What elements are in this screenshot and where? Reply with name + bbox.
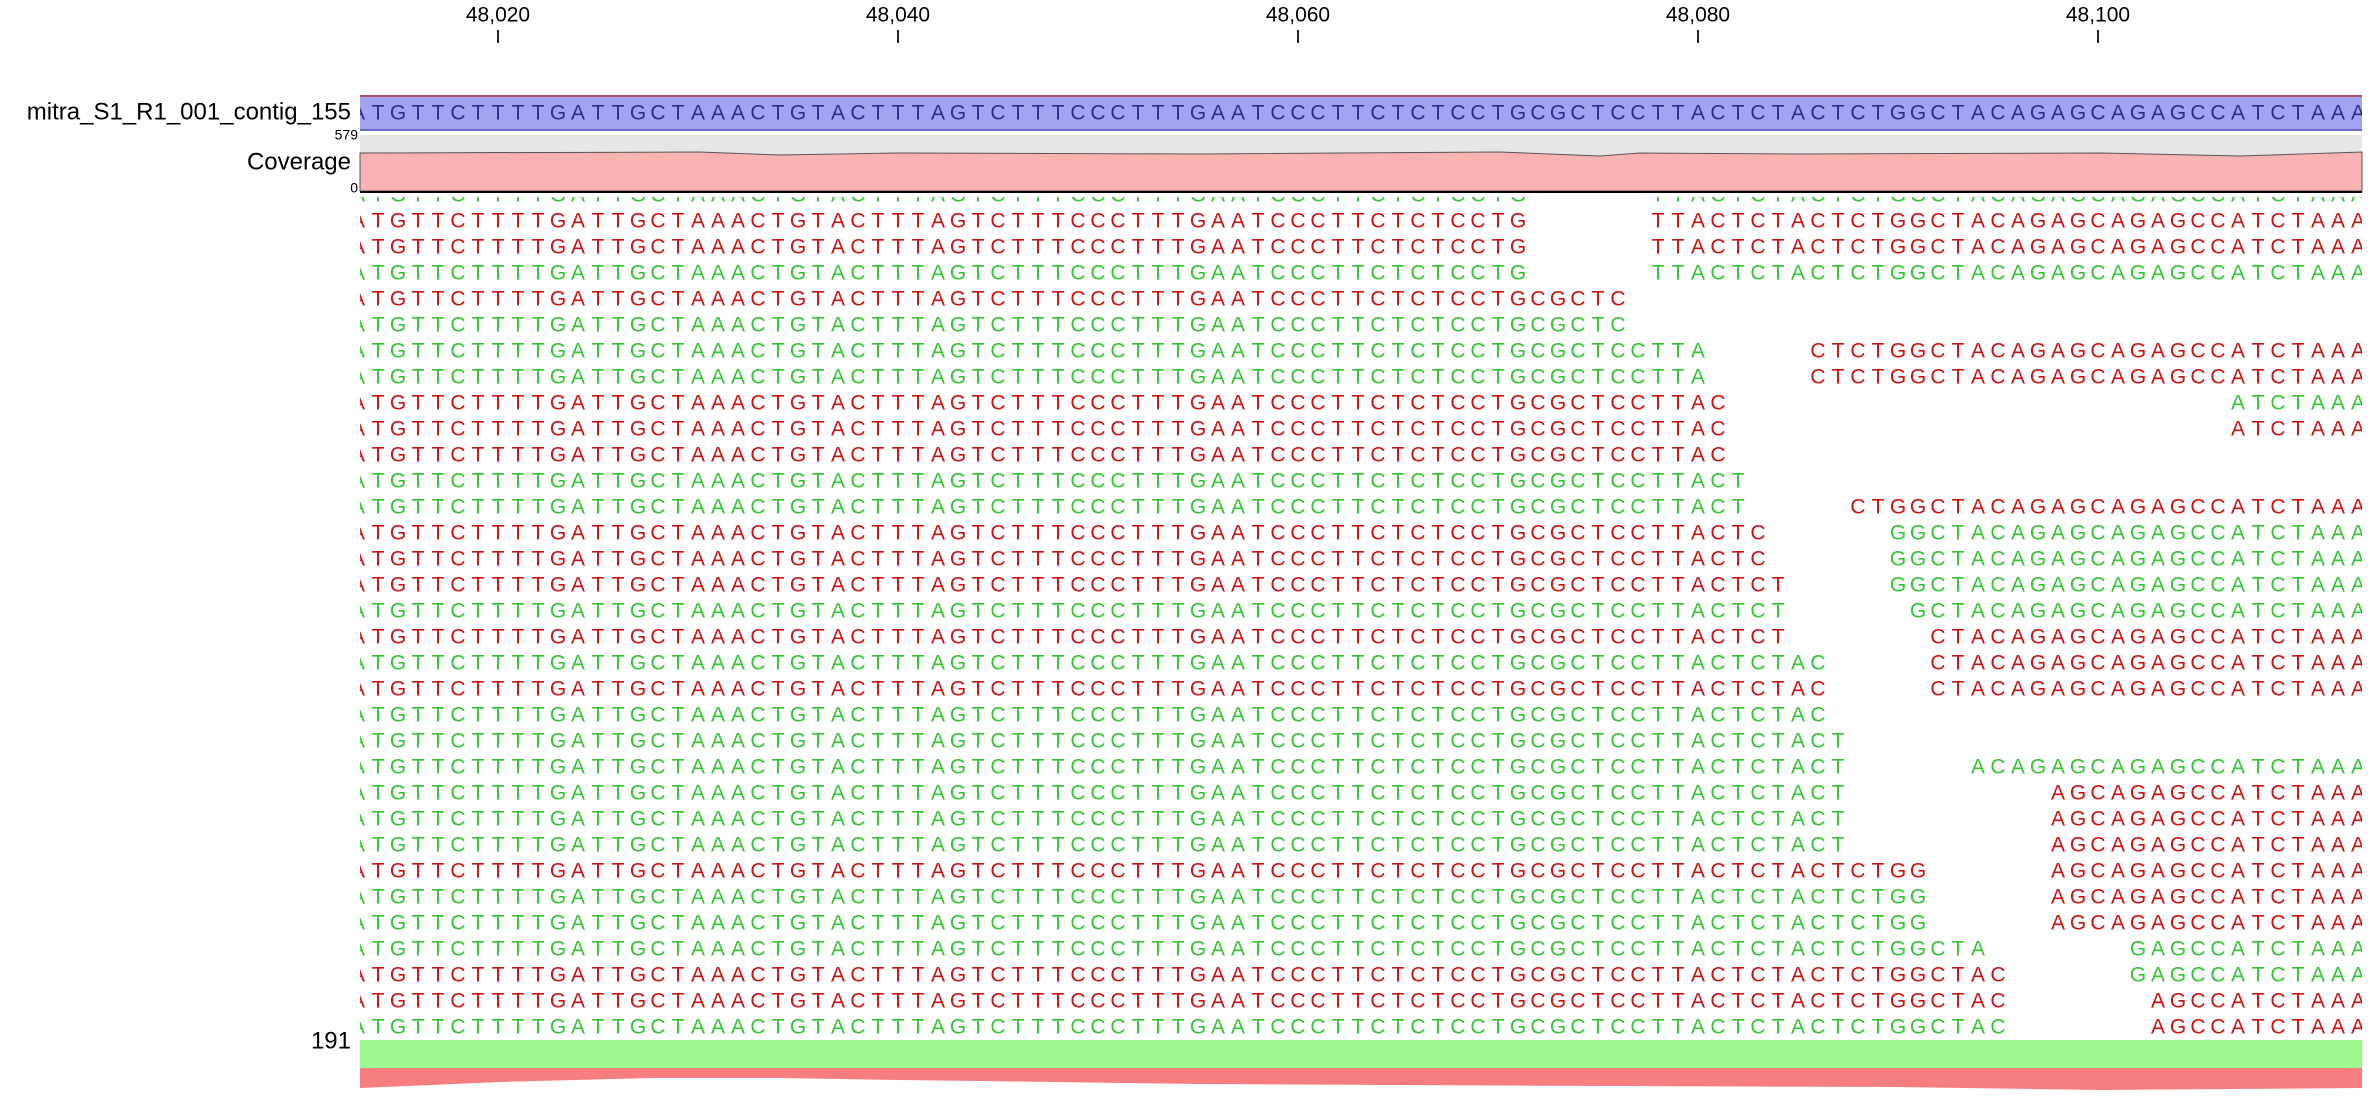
reference-sequence: ATGTTCTTTTGATTGCTAAACTGTACTTTAGTCTTTCCCT…: [351, 102, 2365, 125]
read-segment: ATGTTCTTTTGATTGCTAAACTGTACTTTAGTCTTTCCCT…: [351, 418, 1726, 441]
ruler: 48,020 48,040 48,060 48,080 48,100: [466, 4, 2130, 43]
reference-name: mitra_S1_R1_001_contig_155: [27, 98, 351, 125]
read-segment: ATGTTCTTTTGATTGCTAAACTGTACTTTAGTCTTTCCCT…: [351, 392, 1726, 415]
read-segment: ATCTAAA: [2231, 418, 2365, 441]
read-segment: ATGTTCTTTTGATTGCTAAACTGTACTTTAGTCTTTCCCT…: [351, 808, 1845, 831]
read-segment: ATGTTCTTTTGATTGCTAAACTGTACTTTAGTCTTTCCCT…: [351, 730, 1845, 753]
coverage-label: Coverage: [247, 148, 351, 175]
read-segment: ATGTTCTTTTGATTGCTAAACTGTACTTTAGTCTTTCCCT…: [351, 912, 1926, 935]
read-segment: ATGTTCTTTTGATTGCTAAACTGTACTTTAGTCTTTCCCT…: [351, 964, 2006, 987]
read-segment: ATGTTCTTTTGATTGCTAAACTGTACTTTAGTCTTTCCCT…: [351, 860, 1926, 883]
bottom-band: [360, 1040, 2362, 1068]
coverage-max: 579: [335, 127, 359, 143]
reference-sequence-text: ATGTTCTTTTGATTGCTAAACTGTACTTTAGTCTTTCCCT…: [351, 102, 2365, 125]
read-segment: ATGTTCTTTTGATTGCTAAACTGTACTTTAGTCTTTCCCT…: [351, 782, 1845, 805]
read-segment: ATGTTCTTTTGATTGCTAAACTGTACTTTAGTCTTTCCCT…: [351, 548, 1766, 571]
read-segment: GCTACAGAGCAGAGCCATCTAAA: [1910, 600, 2365, 623]
ruler-label: 48,040: [866, 4, 930, 27]
ruler-label: 48,020: [466, 4, 530, 27]
read-segment: ATGTTCTTTTGATTGCTAAACTGTACTTTAGTCTTTCCCT…: [351, 834, 1845, 857]
reference-bar: [360, 95, 2362, 131]
read-segment: ATCTAAA: [2231, 392, 2365, 415]
read-count: 191: [311, 1027, 351, 1054]
read-segment: ATGTTCTTTTGATTGCTAAACTGTACTTTAGTCTTTCCCT…: [351, 262, 1526, 285]
read-segment: ATGTTCTTTTGATTGCTAAACTGTACTTTAGTCTTTCCCT…: [351, 522, 1766, 545]
read-segment: AGCCATCTAAA: [2151, 990, 2365, 1013]
ruler-label: 48,080: [1666, 4, 1730, 27]
coverage-area: [359, 151, 2363, 192]
read-segment: ATGTTCTTTTGATTGCTAAACTGTACTTTAGTCTTTCCCT…: [351, 990, 2006, 1013]
bottom-band: [360, 1068, 2362, 1090]
read-segment: ATGTTCTTTTGATTGCTAAACTGTACTTTAGTCTTTCCCT…: [351, 1016, 2006, 1039]
coverage-min: 0: [350, 180, 358, 196]
ruler-label: 48,100: [2066, 4, 2130, 27]
read-segment: ATGTTCTTTTGATTGCTAAACTGTACTTTAGTCTTTCCCT…: [351, 886, 1926, 909]
read-segment: ATGTTCTTTTGATTGCTAAACTGTACTTTAGTCTTTCCCT…: [351, 210, 1526, 233]
read-segment: AGCCATCTAAA: [2151, 1016, 2365, 1039]
ruler-label: 48,060: [1266, 4, 1330, 27]
read-segment: ATGTTCTTTTGATTGCTAAACTGTACTTTAGTCTTTCCCT…: [351, 756, 1845, 779]
read-segment: ATGTTCTTTTGATTGCTAAACTGTACTTTAGTCTTTCCCT…: [351, 184, 1526, 207]
read-segment: ATGTTCTTTTGATTGCTAAACTGTACTTTAGTCTTTCCCT…: [351, 444, 1726, 467]
read-segment: ATGTTCTTTTGATTGCTAAACTGTACTTTAGTCTTTCCCT…: [351, 236, 1526, 259]
